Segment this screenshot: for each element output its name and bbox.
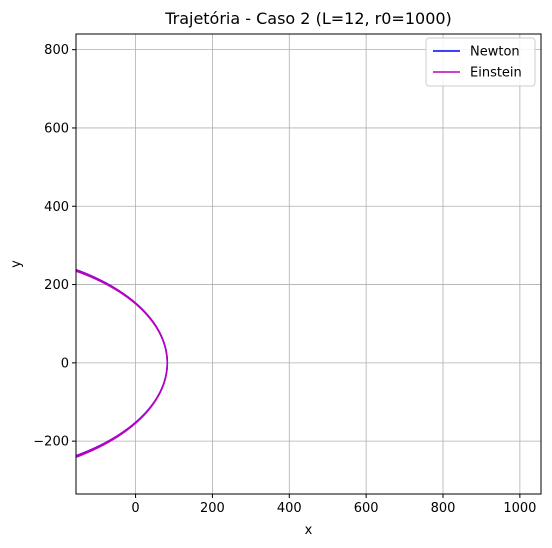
y-tick-label: 0	[61, 356, 69, 371]
chart-title: Trajetória - Caso 2 (L=12, r0=1000)	[164, 9, 452, 28]
y-tick-label: 200	[44, 278, 69, 293]
legend-box	[425, 37, 536, 87]
plot-frame	[75, 33, 542, 495]
y-tick-label: −200	[33, 435, 69, 450]
series-layer	[76, 268, 169, 459]
x-tick-label: 800	[431, 501, 456, 516]
legend-label-einstein: Einstein	[470, 66, 522, 81]
x-tick-label: 600	[354, 501, 379, 516]
y-axis-label: y	[9, 260, 24, 268]
series-line-einstein	[76, 269, 169, 459]
x-tick-label: 1000	[503, 501, 536, 516]
y-axis: −200 0 200 400 600 800	[33, 43, 76, 450]
y-tick-label: 800	[44, 43, 69, 58]
y-tick-label: 400	[44, 200, 69, 215]
x-tick-label: 200	[200, 501, 225, 516]
x-axis-label: x	[305, 523, 313, 538]
legend-label-newton: Newton	[470, 45, 520, 60]
x-tick-label: 0	[131, 501, 139, 516]
grid	[76, 34, 541, 494]
x-tick-label: 400	[277, 501, 302, 516]
x-axis: 0 200 400 600 800 1000	[131, 494, 536, 516]
y-tick-label: 600	[44, 121, 69, 136]
legend: Newton Einstein	[425, 37, 536, 87]
